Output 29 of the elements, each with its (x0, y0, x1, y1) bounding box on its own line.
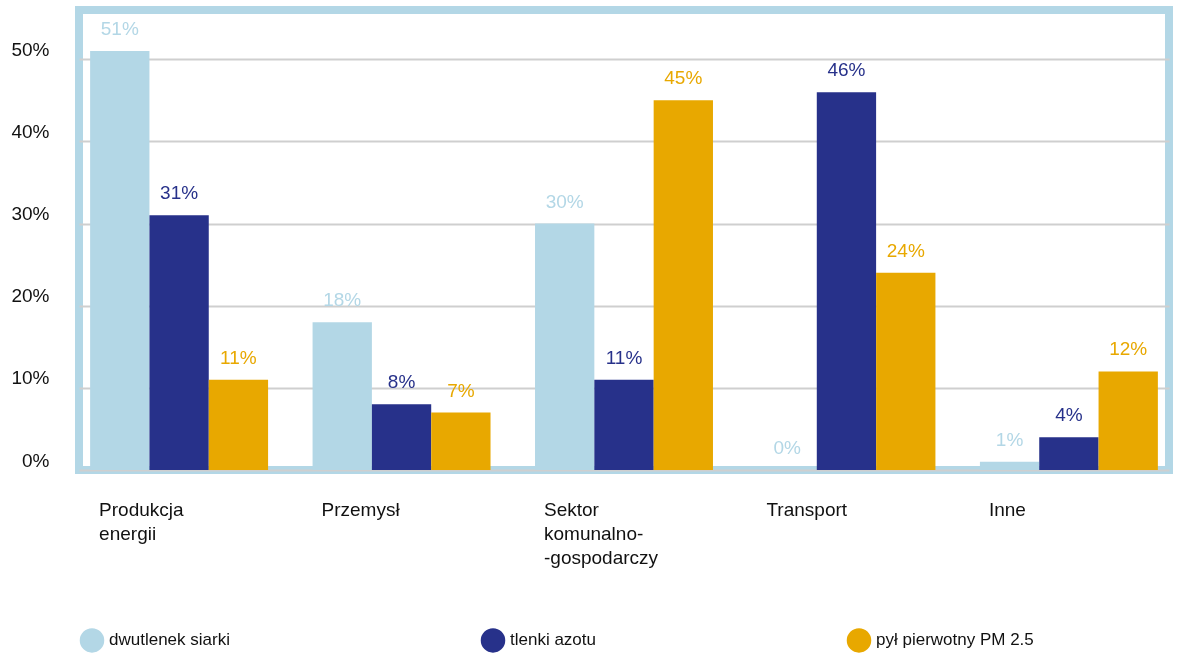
y-tick-label: 50% (11, 38, 50, 60)
data-label: 4% (1055, 404, 1083, 426)
legend-label: pył pierwotny PM 2.5 (876, 630, 1034, 650)
y-tick-label: 10% (11, 367, 50, 389)
y-tick-label: 30% (11, 203, 50, 225)
data-label: 12% (1109, 338, 1148, 360)
data-label: 31% (160, 182, 199, 204)
data-label: 51% (100, 18, 139, 40)
legend-label: dwutlenek siarki (109, 630, 230, 650)
data-label: 24% (886, 239, 925, 261)
y-tick-label: 20% (11, 285, 50, 307)
x-tick-label: Sektor komunalno- -gospodarczy (544, 498, 659, 568)
data-label: 8% (387, 371, 416, 393)
legend-label: tlenki azotu (510, 630, 596, 650)
x-tick-label: Przemysł (321, 498, 401, 520)
data-label: 18% (323, 289, 362, 311)
x-tick-label: Produkcja energii (99, 498, 185, 544)
y-tick-label: 40% (11, 120, 50, 142)
x-tick-label: Inne (988, 498, 1026, 520)
y-tick-label: 0% (22, 449, 50, 471)
data-label: 7% (447, 379, 475, 401)
data-label: 46% (827, 59, 866, 81)
data-label: 11% (605, 346, 643, 368)
data-label: 30% (545, 190, 584, 212)
data-label: 1% (995, 428, 1024, 450)
x-tick-label: Transport (766, 498, 848, 520)
data-label: 0% (773, 437, 801, 458)
data-label: 45% (664, 67, 703, 89)
data-label: 11% (220, 346, 257, 368)
